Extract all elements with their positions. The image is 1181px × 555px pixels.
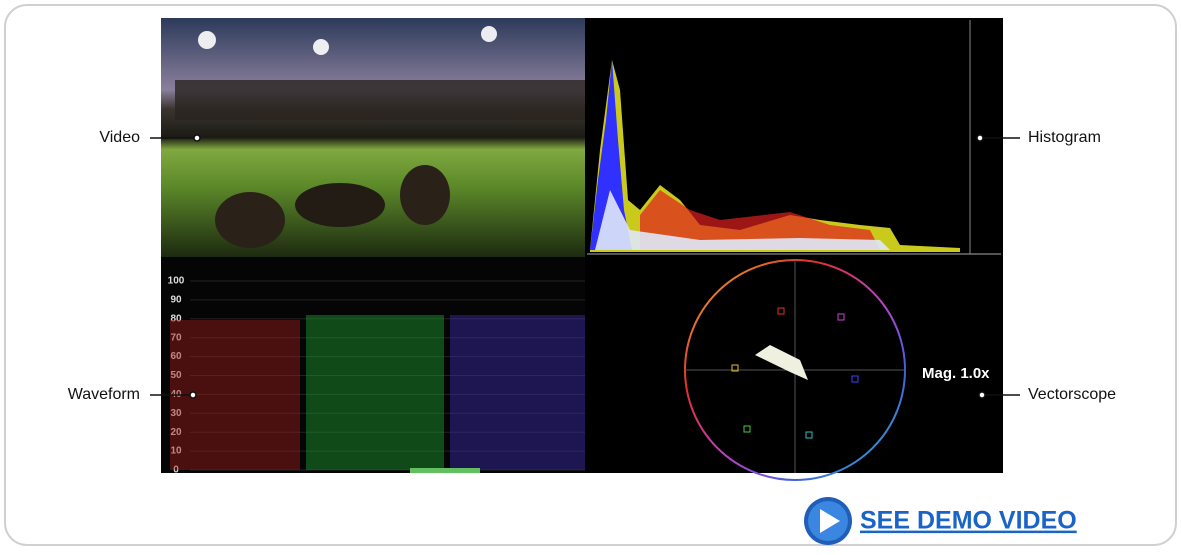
waveform-scale-label: 50 — [170, 370, 182, 381]
waveform-scale-label: 20 — [170, 427, 182, 438]
callout-lines — [150, 134, 1020, 399]
person — [400, 165, 450, 225]
callout-label: Waveform — [68, 386, 140, 403]
light — [481, 26, 497, 42]
waveform-panel — [161, 257, 585, 473]
waveform-blue — [450, 315, 585, 470]
target — [731, 364, 739, 372]
histogram-shape — [590, 60, 960, 252]
stands — [175, 80, 585, 120]
waveform-scale-label: 100 — [168, 276, 185, 287]
waveform-scale-label: 80 — [170, 313, 182, 324]
demo-button[interactable]: SEE DEMO VIDEO — [804, 497, 1077, 545]
play-triangle[interactable] — [820, 509, 840, 533]
person — [215, 192, 285, 248]
waveform-scale-label: 60 — [170, 351, 182, 362]
callout-label: Histogram — [1028, 129, 1101, 146]
histogram-shape — [640, 190, 880, 250]
histogram-shape — [590, 60, 632, 250]
callout-label: Video — [99, 129, 140, 146]
histogram-shape — [595, 190, 890, 250]
light — [313, 39, 329, 55]
target — [743, 425, 751, 433]
waveform-green — [306, 315, 444, 470]
target — [805, 431, 813, 439]
vector-trace — [755, 345, 808, 380]
waveform-scale-label: 70 — [170, 332, 182, 343]
waveform-scale-label: 10 — [170, 446, 182, 457]
callout-label: Vectorscope — [1028, 386, 1116, 403]
person — [295, 183, 385, 227]
waveform-scale-label: 30 — [170, 408, 182, 419]
light — [198, 31, 216, 49]
magnification: Mag. 1.0x — [922, 365, 990, 382]
waveform-scale-label: 90 — [170, 295, 182, 306]
target — [837, 313, 845, 321]
demo-link[interactable]: SEE DEMO VIDEO — [860, 507, 1077, 535]
target — [851, 375, 859, 383]
waveform-bar — [410, 468, 480, 473]
waveform-scale-label: 0 — [173, 465, 179, 476]
target — [777, 307, 785, 315]
